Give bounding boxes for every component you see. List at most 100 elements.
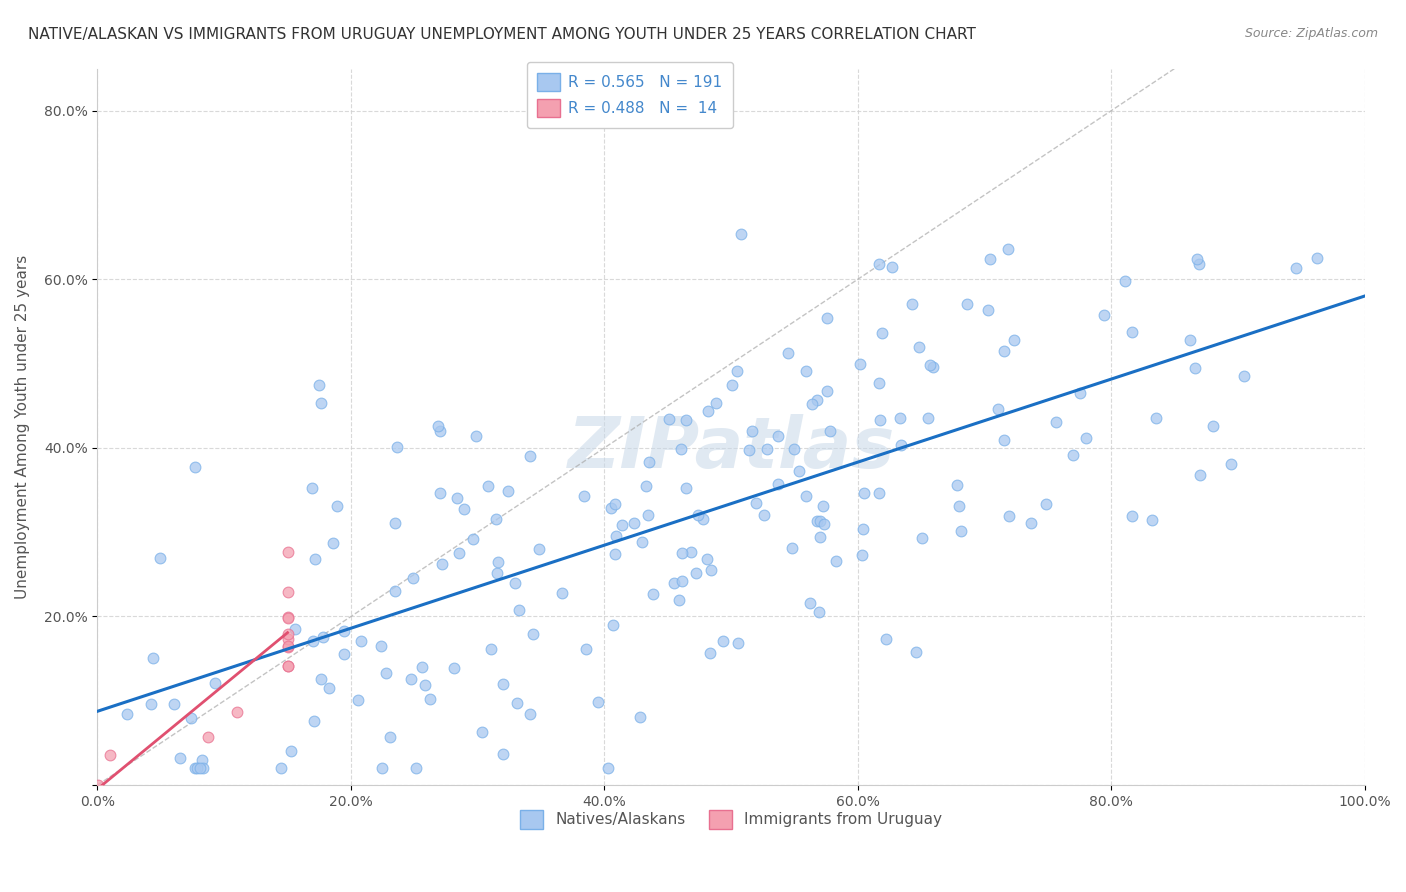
Point xyxy=(623,516,645,531)
Point xyxy=(800,397,823,411)
Point xyxy=(191,761,214,775)
Point xyxy=(1121,509,1143,524)
Point xyxy=(669,442,692,457)
Point xyxy=(519,450,541,464)
Point xyxy=(946,478,969,492)
Point xyxy=(277,659,299,673)
Point xyxy=(496,484,519,499)
Point xyxy=(671,574,693,589)
Point xyxy=(641,587,664,601)
Point xyxy=(602,617,624,632)
Point xyxy=(596,760,619,774)
Point xyxy=(204,676,226,690)
Point xyxy=(783,442,806,456)
Point xyxy=(869,486,891,500)
Point xyxy=(741,424,763,438)
Point xyxy=(745,496,768,510)
Point xyxy=(699,563,721,577)
Point xyxy=(284,622,307,636)
Point xyxy=(308,378,330,392)
Point xyxy=(415,678,437,692)
Point xyxy=(704,396,727,410)
Point xyxy=(477,479,499,493)
Point xyxy=(637,454,659,468)
Point xyxy=(987,402,1010,417)
Point xyxy=(280,744,302,758)
Point xyxy=(675,481,697,495)
Point xyxy=(1178,333,1201,347)
Point xyxy=(1202,418,1225,433)
Text: ZIPatlas: ZIPatlas xyxy=(568,414,894,483)
Point xyxy=(197,730,219,744)
Point xyxy=(1069,385,1091,400)
Point xyxy=(312,630,335,644)
Point xyxy=(465,428,488,442)
Point xyxy=(905,645,928,659)
Point xyxy=(697,403,720,417)
Point xyxy=(720,377,742,392)
Point xyxy=(628,709,651,723)
Point xyxy=(756,442,779,456)
Point xyxy=(686,508,709,523)
Point xyxy=(692,512,714,526)
Point xyxy=(430,557,453,571)
Point xyxy=(679,545,702,559)
Point xyxy=(318,681,340,696)
Point xyxy=(471,725,494,739)
Point xyxy=(461,532,484,546)
Point xyxy=(776,346,799,360)
Point xyxy=(806,514,828,528)
Point xyxy=(851,548,873,562)
Point xyxy=(479,642,502,657)
Point xyxy=(326,499,349,513)
Point xyxy=(551,586,574,600)
Point xyxy=(508,603,530,617)
Point xyxy=(378,731,401,745)
Point xyxy=(1184,361,1206,376)
Point xyxy=(918,358,941,372)
Point xyxy=(794,364,817,378)
Text: Source: ZipAtlas.com: Source: ZipAtlas.com xyxy=(1244,27,1378,40)
Point xyxy=(811,499,834,513)
Point xyxy=(429,486,451,500)
Point xyxy=(889,411,911,425)
Point xyxy=(808,514,831,528)
Point xyxy=(869,413,891,427)
Point xyxy=(163,697,186,711)
Point xyxy=(277,585,299,599)
Point xyxy=(1188,257,1211,271)
Point xyxy=(519,706,541,721)
Point xyxy=(277,640,299,655)
Point xyxy=(794,489,817,503)
Point xyxy=(671,545,693,559)
Point xyxy=(141,697,163,711)
Point xyxy=(1019,516,1042,530)
Point xyxy=(993,433,1015,447)
Point xyxy=(191,753,214,767)
Point xyxy=(917,411,939,425)
Point xyxy=(880,260,903,275)
Point xyxy=(605,529,627,543)
Point xyxy=(443,661,465,675)
Point xyxy=(911,531,934,545)
Point xyxy=(575,641,598,656)
Point xyxy=(727,636,749,650)
Point xyxy=(849,357,872,371)
Point xyxy=(183,761,205,775)
Point xyxy=(1045,415,1067,429)
Point xyxy=(277,639,299,653)
Point xyxy=(870,326,893,340)
Point xyxy=(907,340,929,354)
Point xyxy=(402,571,425,585)
Point xyxy=(921,360,943,375)
Point xyxy=(901,297,924,311)
Point xyxy=(98,747,121,762)
Text: NATIVE/ALASKAN VS IMMIGRANTS FROM URUGUAY UNEMPLOYMENT AMONG YOUTH UNDER 25 YEAR: NATIVE/ALASKAN VS IMMIGRANTS FROM URUGUA… xyxy=(28,27,976,42)
Point xyxy=(949,524,972,539)
Point xyxy=(603,547,626,561)
Point xyxy=(599,501,621,516)
Point xyxy=(186,761,208,775)
Point xyxy=(419,692,441,706)
Point xyxy=(301,482,323,496)
Point xyxy=(491,747,513,762)
